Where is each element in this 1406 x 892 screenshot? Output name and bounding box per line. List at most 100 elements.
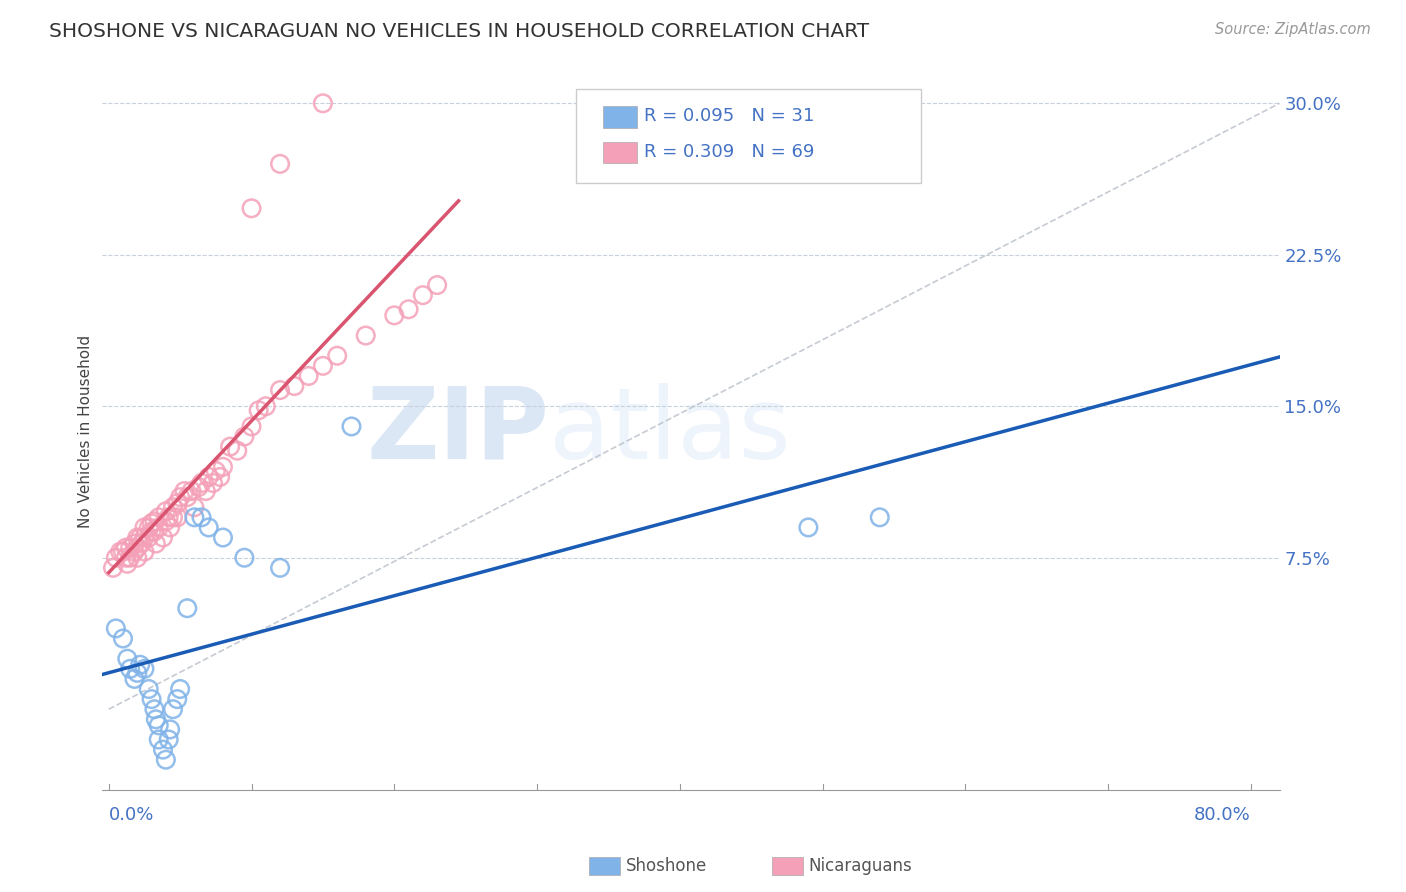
Point [155, 514, 177, 528]
Point [162, 500, 184, 515]
Point [166, 510, 188, 524]
Point [141, 516, 163, 531]
Point [127, 665, 149, 680]
Point [183, 500, 205, 515]
Point [176, 490, 198, 504]
Point [183, 510, 205, 524]
Point [108, 544, 131, 558]
Point [157, 732, 180, 747]
Point [115, 541, 138, 555]
Point [127, 550, 149, 565]
Point [159, 723, 181, 737]
Text: Shoshone: Shoshone [626, 857, 707, 875]
Point [134, 520, 156, 534]
Point [155, 504, 177, 518]
Point [143, 702, 166, 716]
Point [412, 288, 434, 302]
Point [166, 692, 188, 706]
Point [233, 550, 256, 565]
Point [190, 510, 212, 524]
Point [197, 470, 219, 484]
Point [111, 632, 134, 646]
Point [148, 718, 170, 732]
Point [382, 309, 405, 323]
Point [398, 302, 420, 317]
Point [120, 662, 142, 676]
Text: Nicaraguans: Nicaraguans [808, 857, 912, 875]
Point [169, 681, 191, 696]
Point [326, 349, 349, 363]
Point [145, 712, 167, 726]
Text: R = 0.309   N = 69: R = 0.309 N = 69 [644, 143, 814, 161]
Point [340, 419, 363, 434]
Text: R = 0.095   N = 31: R = 0.095 N = 31 [644, 107, 814, 125]
Point [152, 531, 174, 545]
Point [176, 601, 198, 615]
Point [111, 544, 134, 558]
Point [190, 475, 212, 490]
Text: ZIP: ZIP [367, 383, 550, 480]
Point [148, 520, 170, 534]
Y-axis label: No Vehicles in Household: No Vehicles in Household [79, 334, 93, 528]
Point [124, 536, 146, 550]
Point [298, 368, 321, 383]
Point [209, 470, 232, 484]
Point [129, 657, 152, 672]
Point [201, 475, 224, 490]
Point [134, 544, 156, 558]
Point [143, 514, 166, 528]
Point [143, 524, 166, 539]
Point [269, 383, 291, 397]
Point [115, 550, 138, 565]
Point [283, 379, 305, 393]
Point [124, 544, 146, 558]
Point [240, 202, 263, 216]
Point [187, 480, 209, 494]
Point [312, 96, 335, 111]
Point [173, 484, 195, 499]
Point [219, 440, 242, 454]
Point [212, 459, 235, 474]
Point [169, 490, 191, 504]
Point [138, 520, 160, 534]
Point [312, 359, 335, 373]
Point [120, 550, 142, 565]
Point [148, 732, 170, 747]
Point [426, 278, 449, 293]
Point [124, 672, 146, 686]
Point [117, 651, 139, 665]
Text: 0.0%: 0.0% [108, 806, 155, 824]
Point [129, 531, 152, 545]
Point [197, 520, 219, 534]
Point [152, 742, 174, 756]
Point [162, 510, 184, 524]
Point [247, 403, 270, 417]
Point [155, 753, 177, 767]
Text: 80.0%: 80.0% [1194, 806, 1251, 824]
Point [205, 464, 228, 478]
Text: Source: ZipAtlas.com: Source: ZipAtlas.com [1215, 22, 1371, 37]
Point [141, 524, 163, 539]
Point [138, 681, 160, 696]
Point [240, 419, 263, 434]
Point [212, 531, 235, 545]
Point [254, 399, 277, 413]
Point [269, 157, 291, 171]
Point [226, 443, 249, 458]
Point [127, 541, 149, 555]
Point [869, 510, 891, 524]
Point [134, 531, 156, 545]
Point [797, 520, 820, 534]
Point [233, 429, 256, 443]
Point [127, 531, 149, 545]
Point [120, 541, 142, 555]
Point [138, 531, 160, 545]
Point [141, 692, 163, 706]
Point [104, 550, 127, 565]
Point [162, 702, 184, 716]
Point [159, 520, 181, 534]
Point [104, 622, 127, 636]
Point [117, 557, 139, 571]
Point [101, 561, 124, 575]
Point [145, 536, 167, 550]
